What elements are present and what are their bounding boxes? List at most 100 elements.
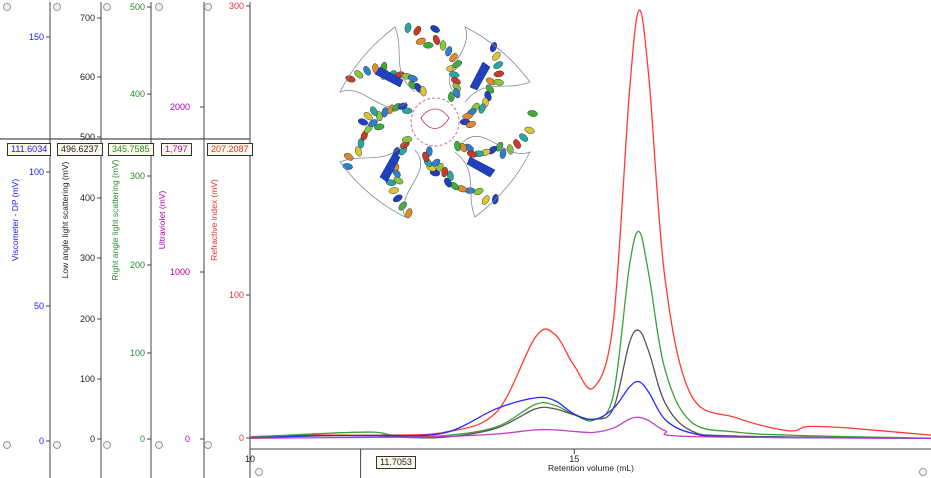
- protein-helix: [370, 106, 378, 116]
- rals-axis-scroll-top[interactable]: [103, 3, 111, 11]
- protein-helix: [452, 60, 462, 68]
- protein-helix: [506, 144, 514, 155]
- protein-helix: [398, 201, 407, 211]
- protein-helix: [388, 187, 399, 194]
- dp-tick-label: 100: [29, 167, 44, 177]
- lals-tick-label: 0: [90, 434, 95, 444]
- protein-subunit: [339, 119, 441, 219]
- protein-subunit: [430, 25, 538, 120]
- x-axis-title: Retention volume (mL): [548, 463, 634, 473]
- cursor-readout: 11.7053: [376, 456, 416, 469]
- dp-axis-title: Viscometer - DP (mV): [10, 179, 20, 262]
- protein-helix: [392, 194, 403, 203]
- dp-tick-label: 0: [39, 436, 44, 446]
- protein-helix: [354, 146, 362, 157]
- lals-tick-label: 100: [80, 374, 95, 384]
- protein-helix: [519, 133, 529, 142]
- lals-tick-label: 500: [80, 132, 95, 142]
- lals-tick-label: 300: [80, 253, 95, 263]
- protein-loop: [448, 26, 531, 103]
- dp-readout: 111.6034: [7, 143, 52, 156]
- protein-helix: [466, 150, 478, 158]
- protein-loop: [339, 26, 416, 109]
- lals-axis-scroll-top[interactable]: [53, 3, 61, 11]
- uv-axis-scroll-top[interactable]: [155, 3, 163, 11]
- protein-helix: [405, 208, 413, 219]
- protein-helix: [357, 118, 369, 126]
- protein-loop: [339, 141, 422, 218]
- lals-tick-label: 700: [80, 13, 95, 23]
- x-tick-label: 15: [569, 454, 579, 464]
- protein-helix: [447, 170, 454, 181]
- protein-structure-image: [317, 3, 554, 241]
- protein-helix: [393, 176, 404, 185]
- dp-axis-scroll-top[interactable]: [3, 3, 11, 11]
- dp-series-line: [249, 380, 931, 439]
- protein-helix: [499, 148, 507, 159]
- protein-helix: [415, 37, 426, 45]
- rals-tick-label: 400: [130, 89, 145, 99]
- lals-tick-label: 200: [80, 314, 95, 324]
- protein-helix: [524, 126, 535, 134]
- protein-helix: [444, 177, 452, 188]
- protein-helix: [368, 119, 378, 127]
- protein-helix: [527, 110, 538, 117]
- protein-subunit: [431, 118, 535, 218]
- ri-axis-scroll-top[interactable]: [204, 3, 212, 11]
- rals-tick-label: 300: [130, 171, 145, 181]
- ri-axis-scroll-bottom[interactable]: [204, 441, 212, 449]
- uv-tick-label: 2000: [170, 102, 190, 112]
- lals-axis-scroll-bottom[interactable]: [53, 441, 61, 449]
- protein-helix: [493, 79, 504, 86]
- protein-helix: [432, 34, 440, 46]
- x-axis-scroll-left[interactable]: [255, 468, 263, 476]
- uv-series-line: [249, 416, 931, 439]
- uv-tick-label: 1000: [170, 267, 190, 277]
- dp-tick-label: 50: [34, 301, 44, 311]
- ri-tick-label: 0: [239, 433, 244, 443]
- protein-helix: [454, 140, 461, 152]
- protein-helix: [407, 74, 418, 82]
- protein-helix: [413, 25, 422, 36]
- protein-helix: [374, 123, 385, 131]
- protein-strand: [469, 61, 491, 91]
- rals-series-line: [249, 230, 931, 439]
- x-axis-scroll-right[interactable]: [919, 468, 927, 476]
- protein-helix: [462, 113, 473, 120]
- dp-tick-label: 150: [29, 32, 44, 42]
- rals-axis-scroll-bottom[interactable]: [103, 441, 111, 449]
- rals-readout: 345.7585: [108, 143, 154, 156]
- rals-tick-label: 100: [130, 348, 145, 358]
- dp-axis-scroll-bottom[interactable]: [3, 441, 11, 449]
- protein-helix: [397, 102, 408, 110]
- lals-series-line: [249, 329, 931, 440]
- protein-helix: [385, 179, 397, 186]
- protein-strand: [374, 66, 404, 88]
- protein-helix: [490, 42, 497, 53]
- protein-helix: [401, 136, 413, 143]
- protein-helix: [449, 53, 458, 63]
- protein-helix: [441, 166, 448, 178]
- protein-helix: [439, 40, 447, 51]
- ri-tick-label: 300: [229, 1, 244, 11]
- protein-helix: [344, 152, 354, 161]
- protein-helix: [481, 195, 490, 205]
- lals-tick-label: 400: [80, 193, 95, 203]
- uv-readout: 1,797: [161, 143, 192, 156]
- ri-tick-label: 100: [229, 290, 244, 300]
- protein-helix: [430, 25, 440, 33]
- protein-helix: [419, 86, 427, 97]
- uv-axis-title: Ultraviolet (mV): [157, 191, 167, 250]
- protein-helix: [422, 151, 430, 162]
- uv-axis-scroll-bottom[interactable]: [155, 441, 163, 449]
- protein-strand: [379, 153, 401, 183]
- rals-axis-title: Right angle light scattering (mV): [110, 159, 120, 280]
- ri-axis-title: Refractive index (mV): [209, 179, 219, 261]
- protein-helix: [363, 66, 371, 76]
- protein-helix: [363, 112, 373, 121]
- protein-helix: [448, 91, 455, 102]
- ri-series-line: [249, 9, 931, 438]
- protein-helix: [354, 70, 364, 79]
- protein-helix: [423, 42, 434, 49]
